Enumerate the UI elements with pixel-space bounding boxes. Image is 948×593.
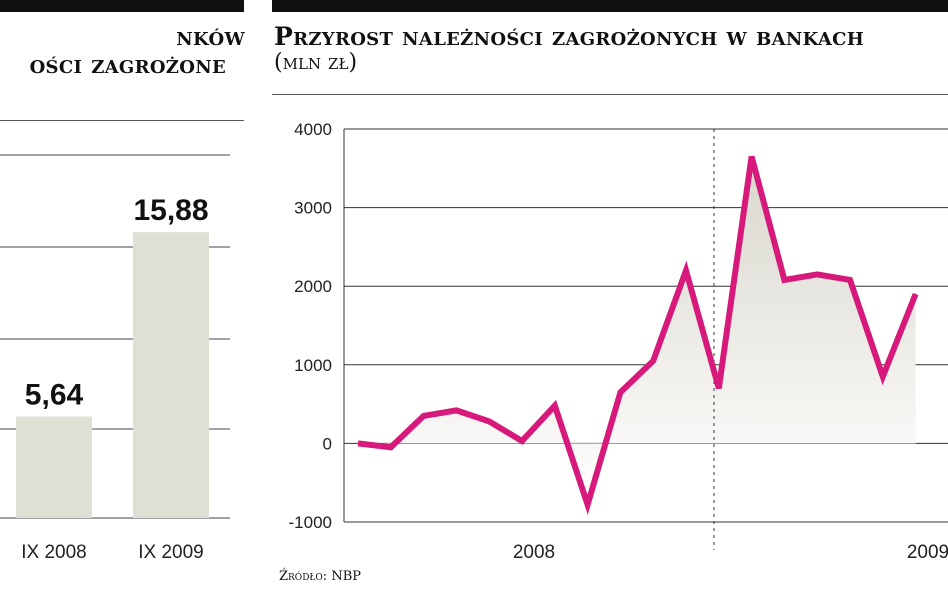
- data-point-16: [882, 376, 884, 378]
- right-panel: Przyrost należności zagrożonych w bankac…: [268, 0, 948, 593]
- y-tick-label-3: 1000: [294, 356, 332, 375]
- x-label-0: 2008: [513, 542, 555, 563]
- bar-category-label-0: IX 2008: [21, 542, 87, 563]
- left-header-rule: [0, 120, 244, 121]
- line-chart: 4000 3000 2000 1000 0 -1000 2008 2009: [289, 120, 948, 563]
- data-point-17: [915, 293, 917, 295]
- data-point-0: [357, 442, 359, 444]
- data-point-11: [718, 387, 720, 389]
- chart-title: Przyrost należności zagrożonych w bankac…: [274, 22, 865, 51]
- data-point-3: [455, 409, 457, 411]
- data-point-15: [849, 279, 851, 281]
- data-point-14: [816, 273, 818, 275]
- left-title-line1: nków: [176, 22, 245, 51]
- right-header-rule: [272, 94, 948, 95]
- data-point-2: [423, 415, 425, 417]
- data-point-6: [554, 405, 556, 407]
- data-point-4: [488, 420, 490, 422]
- right-top-bar: [272, 0, 948, 12]
- data-point-8: [619, 391, 621, 393]
- left-top-bar: [0, 0, 244, 12]
- series-area: [358, 156, 916, 505]
- bar-1: [133, 232, 209, 518]
- y-tick-label-2: 2000: [294, 277, 332, 296]
- left-title-line2: ości zagrożone: [29, 50, 226, 79]
- y-tick-label-4: 0: [323, 434, 332, 453]
- y-tick-label-1: 3000: [294, 199, 332, 218]
- data-point-12: [751, 156, 753, 158]
- source-note: Źródło: NBP: [279, 569, 361, 584]
- data-point-9: [652, 360, 654, 362]
- data-point-5: [521, 440, 523, 442]
- bar-chart: 5,64 IX 2008 15,88 IX 2009: [0, 154, 230, 563]
- chart-subtitle: (mln zł): [274, 50, 358, 75]
- left-panel: nków ości zagrożone 5,64 IX 2008 15,88 IX 2…: [0, 0, 248, 593]
- bar-0: [16, 416, 92, 518]
- bar-value-label-1: 15,88: [133, 194, 208, 227]
- x-label-1: 2009: [907, 542, 948, 563]
- series-line: [357, 155, 919, 515]
- y-tick-label-0: 4000: [294, 120, 332, 139]
- bar-category-label-1: IX 2009: [138, 542, 204, 563]
- data-point-10: [685, 269, 687, 271]
- bar-value-label-0: 5,64: [25, 378, 84, 411]
- y-tick-label-5: -1000: [289, 513, 332, 532]
- data-point-7: [587, 504, 589, 506]
- data-point-13: [783, 279, 785, 281]
- data-point-1: [390, 446, 392, 448]
